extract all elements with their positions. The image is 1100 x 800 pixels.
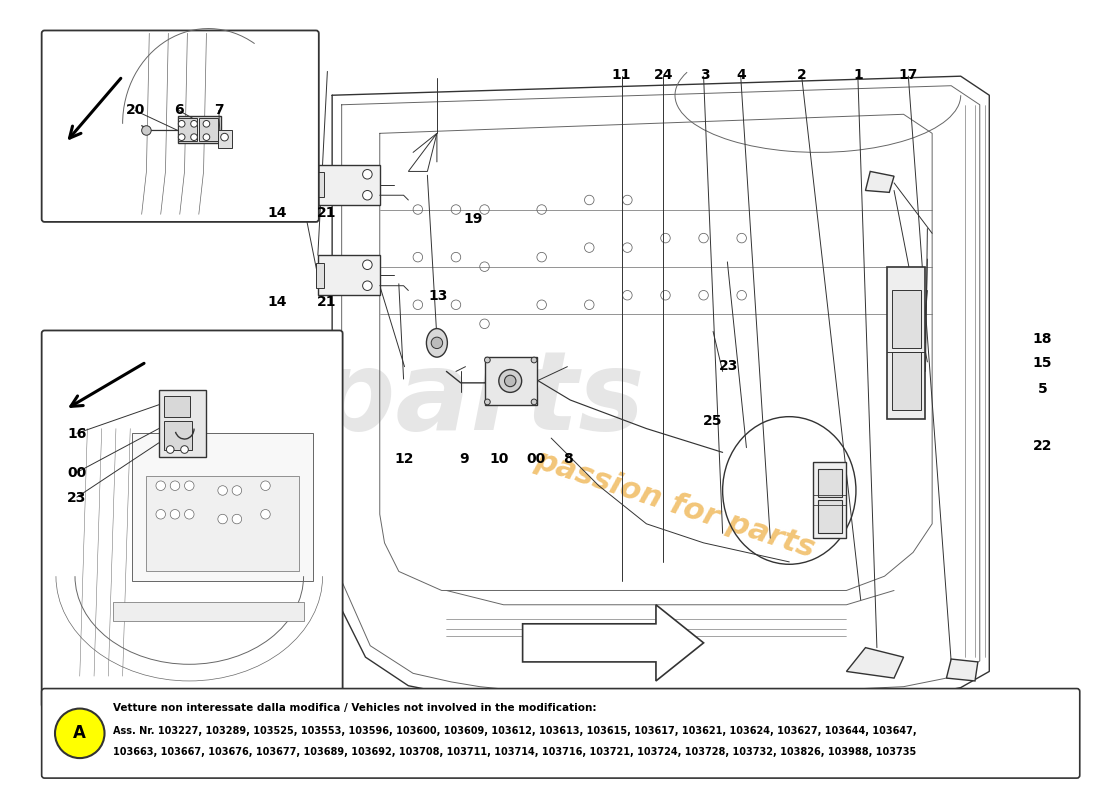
Text: 16: 16 — [67, 426, 87, 441]
Circle shape — [178, 121, 185, 127]
Circle shape — [363, 170, 372, 179]
Bar — [818, 469, 842, 497]
Text: 23: 23 — [67, 491, 87, 506]
Text: 3: 3 — [701, 68, 711, 82]
Polygon shape — [522, 605, 704, 681]
Text: 12: 12 — [395, 453, 415, 466]
Circle shape — [484, 357, 491, 363]
Text: Vetture non interessate dalla modifica / Vehicles not involved in the modificati: Vetture non interessate dalla modifica /… — [113, 702, 596, 713]
Text: 8: 8 — [563, 453, 573, 466]
Circle shape — [180, 446, 188, 454]
Text: 2: 2 — [796, 68, 806, 82]
Circle shape — [142, 126, 151, 135]
Text: 10: 10 — [490, 453, 508, 466]
Circle shape — [484, 399, 491, 405]
FancyBboxPatch shape — [42, 330, 342, 708]
Text: 17: 17 — [899, 68, 918, 82]
Text: passion for parts: passion for parts — [531, 446, 818, 564]
Circle shape — [505, 375, 516, 386]
Text: 5: 5 — [1037, 382, 1047, 395]
Circle shape — [363, 281, 372, 290]
Bar — [316, 172, 323, 197]
Circle shape — [232, 514, 242, 524]
Bar — [888, 266, 925, 419]
Circle shape — [261, 481, 271, 490]
Circle shape — [261, 510, 271, 519]
Circle shape — [363, 260, 372, 270]
Text: profparts: profparts — [57, 346, 645, 454]
Text: 9: 9 — [460, 453, 469, 466]
FancyBboxPatch shape — [42, 30, 319, 222]
Circle shape — [156, 510, 165, 519]
Circle shape — [178, 134, 185, 141]
Text: 11: 11 — [612, 68, 631, 82]
Circle shape — [166, 446, 174, 454]
Text: 18: 18 — [1033, 332, 1053, 346]
Text: 4: 4 — [736, 68, 746, 82]
Bar — [178, 116, 221, 143]
Circle shape — [170, 510, 179, 519]
Circle shape — [190, 121, 197, 127]
Circle shape — [185, 510, 194, 519]
Circle shape — [185, 481, 194, 490]
Circle shape — [363, 190, 372, 200]
Circle shape — [221, 134, 229, 141]
Circle shape — [531, 399, 537, 405]
Text: 6: 6 — [175, 103, 184, 118]
Circle shape — [156, 481, 165, 490]
Circle shape — [232, 486, 242, 495]
Text: 21: 21 — [317, 206, 337, 220]
Text: 24: 24 — [653, 68, 673, 82]
Bar — [892, 352, 921, 410]
Circle shape — [204, 134, 210, 141]
Circle shape — [218, 514, 228, 524]
Bar — [164, 396, 190, 417]
Bar — [113, 602, 304, 621]
Text: 14: 14 — [267, 295, 287, 310]
Circle shape — [204, 121, 210, 127]
Polygon shape — [866, 171, 894, 192]
Circle shape — [531, 357, 537, 363]
Circle shape — [498, 370, 521, 392]
Bar — [813, 462, 846, 538]
Text: 103663, 103667, 103676, 103677, 103689, 103692, 103708, 103711, 103714, 103716, : 103663, 103667, 103676, 103677, 103689, … — [113, 747, 916, 758]
Bar — [146, 476, 299, 571]
Bar — [199, 118, 218, 141]
Text: A: A — [74, 724, 86, 742]
Text: 21: 21 — [317, 295, 337, 310]
Text: 1: 1 — [854, 68, 864, 82]
Text: 19: 19 — [463, 212, 483, 226]
Bar — [218, 130, 232, 148]
Polygon shape — [946, 659, 978, 681]
Bar — [158, 390, 207, 457]
Text: 00: 00 — [526, 453, 546, 466]
Circle shape — [170, 481, 179, 490]
Text: 14: 14 — [267, 206, 287, 220]
Circle shape — [55, 709, 104, 758]
FancyBboxPatch shape — [42, 689, 1080, 778]
Text: 15: 15 — [1033, 357, 1053, 370]
Text: 00: 00 — [67, 466, 86, 480]
Bar — [318, 255, 380, 295]
Bar — [318, 165, 380, 205]
Bar — [316, 263, 323, 288]
Circle shape — [431, 337, 442, 349]
Bar — [892, 290, 921, 348]
Ellipse shape — [427, 329, 448, 357]
Text: 22: 22 — [1033, 438, 1053, 453]
Circle shape — [218, 486, 228, 495]
Text: 20: 20 — [125, 103, 145, 118]
Text: 13: 13 — [429, 290, 448, 303]
Text: 25: 25 — [703, 414, 723, 428]
Bar — [164, 421, 192, 450]
Bar — [818, 500, 842, 534]
Bar — [178, 118, 197, 141]
Circle shape — [190, 134, 197, 141]
Polygon shape — [846, 648, 903, 678]
Text: Ass. Nr. 103227, 103289, 103525, 103553, 103596, 103600, 103609, 103612, 103613,: Ass. Nr. 103227, 103289, 103525, 103553,… — [113, 726, 916, 737]
Text: 7: 7 — [214, 103, 224, 118]
Bar — [132, 434, 314, 581]
Text: 23: 23 — [718, 358, 738, 373]
Bar — [484, 357, 537, 405]
